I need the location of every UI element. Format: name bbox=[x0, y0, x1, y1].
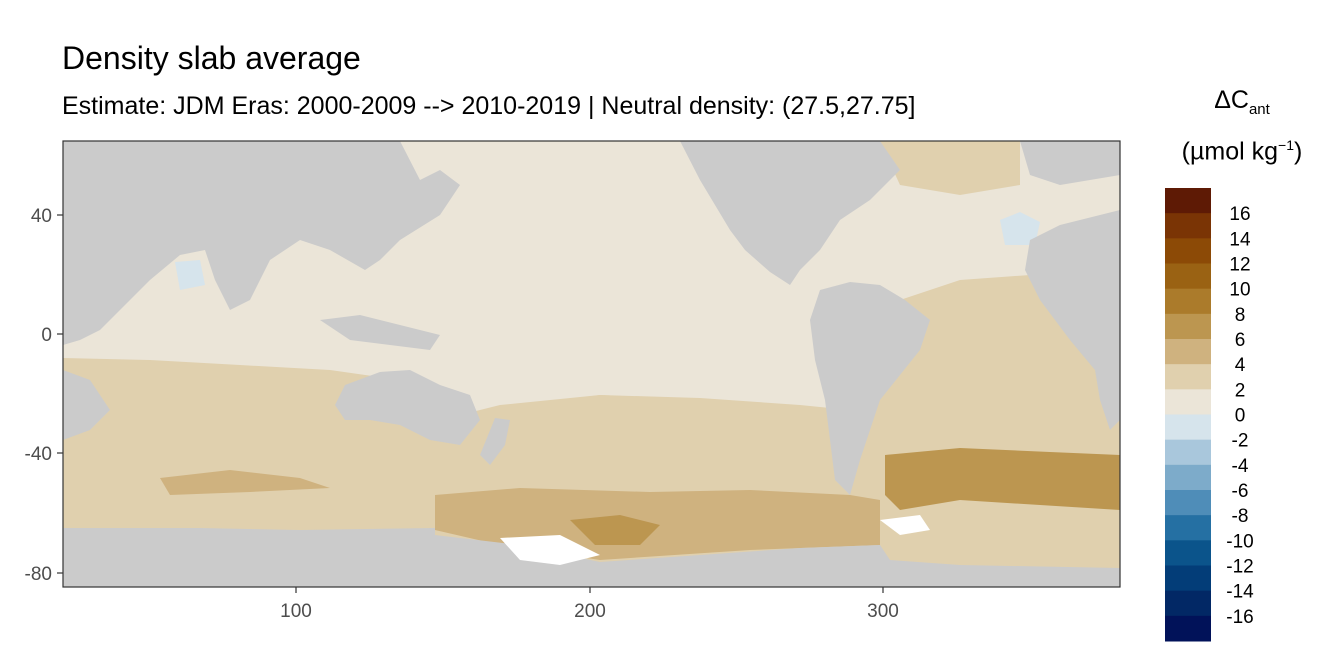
legend-label: 6 bbox=[1235, 330, 1246, 351]
legend-label: 16 bbox=[1229, 204, 1250, 225]
legend-swatch bbox=[1165, 490, 1211, 516]
legend-swatch bbox=[1165, 188, 1211, 214]
legend-label: -6 bbox=[1232, 481, 1249, 502]
y-tick-label: 40 bbox=[31, 206, 52, 227]
legend-swatch bbox=[1165, 288, 1211, 315]
land-indonesia bbox=[320, 315, 440, 350]
legend-swatch bbox=[1165, 515, 1211, 541]
legend-swatch bbox=[1165, 540, 1211, 566]
plot-title: Density slab average bbox=[62, 40, 361, 76]
ocean-region-indian-patch bbox=[160, 470, 330, 495]
x-tick-label: 100 bbox=[280, 601, 312, 622]
legend-label: -14 bbox=[1226, 582, 1254, 603]
land-africa-eurasia bbox=[63, 141, 460, 345]
ocean-region-negative-patch-2 bbox=[175, 260, 205, 290]
legend-label: -4 bbox=[1232, 456, 1249, 477]
land-australia bbox=[335, 370, 480, 445]
legend-swatch bbox=[1165, 414, 1211, 441]
y-tick-label: -40 bbox=[25, 444, 52, 465]
legend-swatch bbox=[1165, 439, 1211, 466]
land-southern-africa bbox=[63, 370, 110, 440]
plot-subtitle: Estimate: JDM Eras: 2000-2009 --> 2010-2… bbox=[62, 92, 916, 120]
y-tick-label: -80 bbox=[25, 564, 52, 585]
ocean-region-nordic-patch bbox=[880, 141, 1020, 195]
legend-label: 4 bbox=[1235, 355, 1246, 376]
legend-swatch bbox=[1165, 590, 1211, 617]
y-tick-label: 0 bbox=[41, 325, 52, 346]
legend-label: -10 bbox=[1226, 531, 1253, 552]
ocean-region-south-atlantic-band bbox=[885, 448, 1120, 510]
legend-swatch bbox=[1165, 339, 1211, 365]
legend-swatch bbox=[1165, 263, 1211, 290]
y-axis: 40 0 -40 -80 bbox=[25, 206, 63, 585]
legend-swatch bbox=[1165, 464, 1211, 491]
legend-label: -8 bbox=[1232, 506, 1249, 527]
white-na-weddell bbox=[880, 515, 930, 535]
legend-label: -16 bbox=[1226, 607, 1253, 628]
legend-title: ΔCant bbox=[1214, 86, 1270, 118]
land-greenland bbox=[1020, 141, 1120, 185]
white-na-ross bbox=[500, 535, 600, 565]
legend-labels: 16 14 12 10 8 6 4 2 0 -2 -4 -6 -8 -10 -12 -14 -16 bbox=[1226, 204, 1254, 628]
legend-label: 0 bbox=[1235, 406, 1246, 427]
legend-label: 8 bbox=[1235, 305, 1246, 326]
legend-label: -12 bbox=[1226, 557, 1253, 578]
panel-border bbox=[62, 140, 1121, 588]
legend-swatch bbox=[1165, 565, 1211, 592]
map-field bbox=[63, 141, 1120, 587]
land-north-america bbox=[680, 141, 900, 285]
legend-label: 14 bbox=[1229, 229, 1251, 250]
ocean-region-ross-band bbox=[570, 515, 660, 545]
x-tick-label: 300 bbox=[867, 601, 899, 622]
land-new-zealand bbox=[480, 418, 510, 465]
legend-swatch bbox=[1165, 213, 1211, 239]
land-antarctica bbox=[63, 528, 1120, 587]
legend-swatch bbox=[1165, 364, 1211, 390]
legend-swatch bbox=[1165, 313, 1211, 340]
x-tick-label: 200 bbox=[574, 601, 606, 622]
legend-colorbar bbox=[1165, 188, 1211, 642]
land-west-africa-europe bbox=[1025, 210, 1120, 430]
ocean-region-south-pacific-band bbox=[490, 395, 850, 470]
legend-swatch bbox=[1165, 615, 1211, 642]
land-south-america bbox=[810, 282, 930, 495]
legend-label: -2 bbox=[1232, 431, 1249, 452]
legend-swatch bbox=[1165, 389, 1211, 415]
ocean-region-negative-patch bbox=[1000, 212, 1040, 245]
legend-unit: (µmol kg−1) bbox=[1181, 137, 1303, 166]
x-axis: 100 200 300 bbox=[280, 587, 899, 622]
legend-label: 10 bbox=[1229, 280, 1250, 301]
legend-label: 12 bbox=[1229, 255, 1250, 276]
legend-swatch bbox=[1165, 238, 1211, 264]
legend-label: 2 bbox=[1235, 380, 1246, 401]
land bbox=[63, 141, 1120, 587]
